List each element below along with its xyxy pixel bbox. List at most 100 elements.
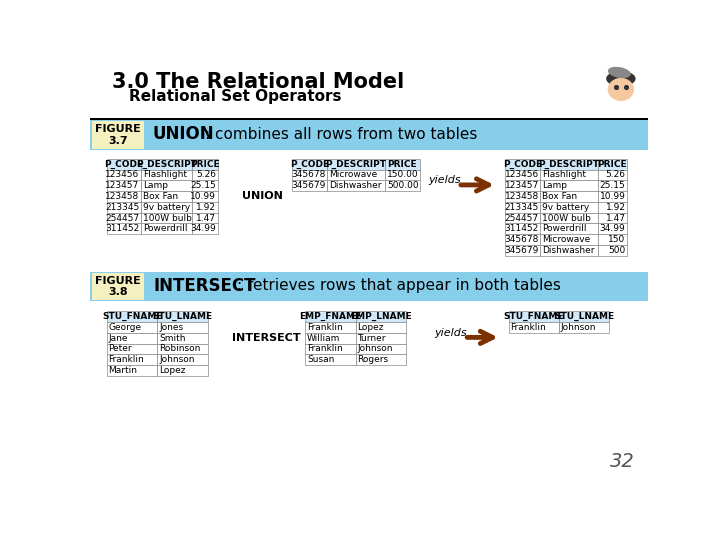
Bar (141, 170, 192, 180)
Text: : retrieves rows that appear in both tables: : retrieves rows that appear in both tab… (238, 278, 561, 293)
Text: Jones: Jones (159, 323, 183, 332)
Text: INTERSECT: INTERSECT (153, 277, 256, 295)
Text: Susan: Susan (307, 355, 334, 364)
Bar (384, 170, 420, 180)
Text: 34.99: 34.99 (191, 224, 216, 233)
Bar (505, 170, 540, 180)
Text: 1.92: 1.92 (197, 202, 216, 212)
Bar (141, 180, 192, 191)
Bar (505, 202, 540, 213)
Text: Johnson: Johnson (159, 355, 194, 364)
Text: : combines all rows from two tables: : combines all rows from two tables (204, 126, 477, 141)
Bar (292, 180, 327, 191)
Bar (327, 170, 384, 180)
Bar (192, 191, 218, 202)
Text: Relational Set Operators: Relational Set Operators (129, 90, 341, 104)
Text: 345679: 345679 (504, 246, 539, 255)
Text: PRICE: PRICE (190, 160, 220, 168)
Bar (107, 343, 158, 354)
Bar (90, 272, 648, 301)
Text: Franklin: Franklin (510, 323, 546, 332)
Text: 311452: 311452 (105, 224, 140, 233)
Text: Dishwasher: Dishwasher (329, 181, 381, 190)
Bar (598, 213, 627, 224)
Bar (305, 333, 356, 343)
Bar (158, 343, 208, 354)
Text: Lopez: Lopez (357, 323, 384, 332)
Text: 5.26: 5.26 (197, 171, 216, 179)
Text: Smith: Smith (159, 334, 186, 343)
Bar (107, 322, 158, 333)
Bar (540, 159, 598, 170)
Bar (305, 311, 356, 322)
Text: George: George (109, 323, 142, 332)
Bar (107, 170, 141, 180)
Bar (305, 354, 356, 365)
Bar (327, 159, 384, 170)
Bar (540, 202, 598, 213)
Text: PRICE: PRICE (387, 160, 417, 168)
Text: Peter: Peter (109, 345, 132, 354)
Bar (505, 234, 540, 245)
Text: 123458: 123458 (105, 192, 140, 201)
Bar (598, 191, 627, 202)
Bar (141, 202, 192, 213)
Text: 150.00: 150.00 (387, 171, 418, 179)
Text: STU_LNAME: STU_LNAME (554, 312, 614, 321)
Bar (90, 120, 648, 150)
Text: 254457: 254457 (105, 213, 140, 222)
Text: EMP_LNAME: EMP_LNAME (350, 312, 412, 321)
Text: Powerdrill: Powerdrill (542, 224, 586, 233)
Text: Box Fan: Box Fan (143, 192, 178, 201)
Bar (505, 245, 540, 256)
Bar (192, 213, 218, 224)
Bar (141, 224, 192, 234)
Bar (559, 311, 609, 322)
Bar (158, 333, 208, 343)
Text: Franklin: Franklin (307, 323, 343, 332)
Text: Flashlight: Flashlight (542, 171, 586, 179)
Bar (107, 365, 158, 376)
Bar (107, 311, 158, 322)
Bar (305, 343, 356, 354)
Bar (141, 159, 192, 170)
Text: 123457: 123457 (105, 181, 140, 190)
Text: 345678: 345678 (504, 235, 539, 244)
Bar (384, 159, 420, 170)
Bar (356, 343, 406, 354)
Text: 311452: 311452 (505, 224, 539, 233)
Text: Franklin: Franklin (109, 355, 144, 364)
Text: 32: 32 (610, 453, 635, 471)
Text: 10.99: 10.99 (191, 192, 216, 201)
Text: Martin: Martin (109, 366, 138, 375)
Text: 25.15: 25.15 (191, 181, 216, 190)
Bar (356, 322, 406, 333)
Text: Jane: Jane (109, 334, 128, 343)
Bar (107, 202, 141, 213)
Bar (598, 180, 627, 191)
Text: 10.99: 10.99 (600, 192, 626, 201)
Bar (508, 311, 559, 322)
Text: P_CODE: P_CODE (104, 159, 144, 168)
Bar (540, 213, 598, 224)
Text: 123457: 123457 (505, 181, 539, 190)
Bar (91, 273, 144, 300)
Text: Lamp: Lamp (143, 181, 168, 190)
Text: Johnson: Johnson (560, 323, 596, 332)
Text: P_CODE: P_CODE (503, 159, 542, 168)
Text: 100W bulb: 100W bulb (143, 213, 192, 222)
Bar (598, 202, 627, 213)
Text: 9v battery: 9v battery (143, 202, 190, 212)
Text: Turner: Turner (357, 334, 386, 343)
Bar (384, 180, 420, 191)
Bar (192, 170, 218, 180)
Bar (505, 180, 540, 191)
Bar (192, 180, 218, 191)
Text: P_DESCRIPT: P_DESCRIPT (325, 159, 387, 168)
Bar (107, 224, 141, 234)
Text: yields: yields (434, 328, 467, 338)
Text: 345679: 345679 (291, 181, 325, 190)
Bar (158, 365, 208, 376)
Bar (508, 322, 559, 333)
Text: 500: 500 (608, 246, 626, 255)
